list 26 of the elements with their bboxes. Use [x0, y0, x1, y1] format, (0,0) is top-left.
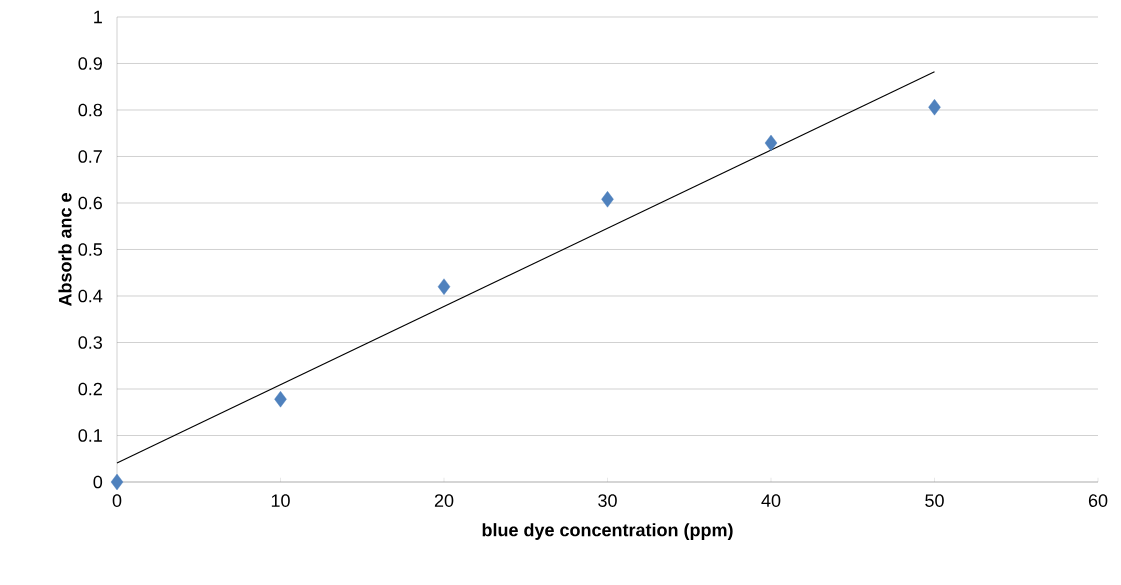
x-tick-label: 0	[112, 494, 122, 507]
x-tick-label: 40	[761, 494, 781, 507]
y-tick-label: 0.9	[78, 57, 102, 70]
point	[601, 191, 614, 208]
y-tick-label: 0.2	[78, 382, 102, 396]
y-tick-label: 0.7	[78, 150, 102, 163]
point	[437, 278, 451, 295]
y-tick-label: 0.1	[78, 429, 102, 442]
y-axis-title: Absorb anc e	[58, 193, 72, 307]
y-tick-label: 1	[94, 10, 102, 24]
y-tick-label: 0.6	[78, 196, 103, 210]
y-tick-label: 0.4	[78, 289, 103, 303]
y-tick-label: 0.8	[78, 103, 103, 117]
x-tick-label: 20	[434, 494, 454, 507]
x-tick-label: 50	[925, 494, 944, 507]
x-axis-title: blue dye concentration (ppm)	[482, 523, 733, 540]
y-tick-label: 0.5	[78, 243, 103, 256]
y-tick-label: 0	[93, 475, 103, 489]
x-tick-label: 10	[271, 494, 290, 507]
point	[928, 99, 941, 116]
x-tick-label: 60	[1088, 494, 1108, 507]
point	[764, 134, 778, 152]
point	[274, 391, 287, 408]
x-tick-label: 30	[598, 494, 617, 507]
point	[110, 473, 124, 491]
y-tick-label: 0.3	[78, 336, 103, 349]
